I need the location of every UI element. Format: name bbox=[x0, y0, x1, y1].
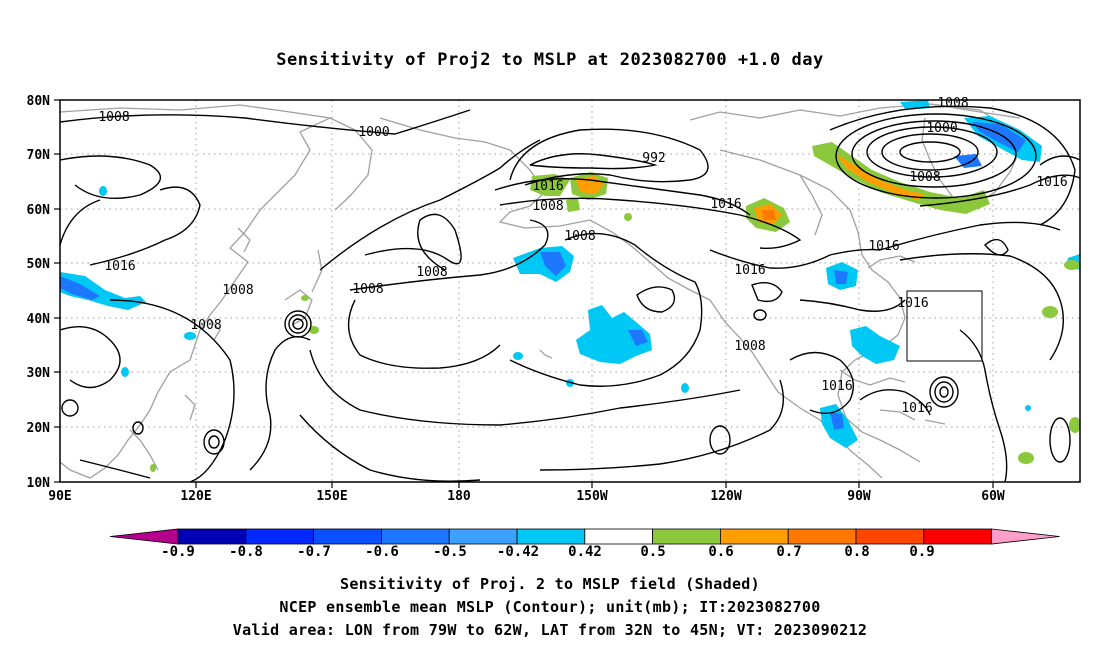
colorbar-arrow-left bbox=[109, 528, 179, 545]
colorbar-segment bbox=[855, 528, 925, 545]
contour-label: 1016 bbox=[710, 197, 741, 212]
lat-label: 70N bbox=[27, 148, 51, 163]
contour-label: 1016 bbox=[897, 296, 928, 311]
contour-label: 1016 bbox=[532, 179, 563, 194]
longitude-labels: 90E 120E 150E 180 150W 120W 90W 60W bbox=[48, 489, 1005, 504]
colorbar-segment bbox=[584, 528, 653, 545]
lon-label: 120W bbox=[710, 489, 741, 504]
lon-label: 90E bbox=[48, 489, 71, 504]
colorbar-segment bbox=[923, 528, 992, 545]
lon-label: 60W bbox=[981, 489, 1005, 504]
colorbar bbox=[109, 528, 1060, 545]
colorbar-label: 0.7 bbox=[776, 544, 801, 560]
caption-valid-area: Valid area: LON from 79W to 62W, LAT fro… bbox=[232, 621, 868, 639]
colorbar-segment bbox=[245, 528, 315, 545]
contour-label: 1008 bbox=[909, 170, 940, 185]
colorbar-label: 0.5 bbox=[640, 544, 665, 560]
contour-label: 1008 bbox=[352, 282, 383, 297]
colorbar-label: -0.5 bbox=[433, 544, 467, 560]
contour-label: 1008 bbox=[937, 96, 968, 111]
colorbar-label: 0.42 bbox=[568, 544, 602, 560]
lat-label: 30N bbox=[27, 366, 51, 381]
contour-label: 1008 bbox=[532, 199, 563, 214]
colorbar-label: -0.42 bbox=[497, 544, 539, 560]
lon-label: 120E bbox=[180, 489, 211, 504]
colorbar-label: -0.7 bbox=[297, 544, 331, 560]
lon-label: 180 bbox=[447, 489, 471, 504]
contour-label: 1016 bbox=[1036, 175, 1067, 190]
lon-label: 90W bbox=[847, 489, 871, 504]
valid-area-box bbox=[906, 290, 983, 362]
lat-label: 80N bbox=[27, 94, 51, 109]
lat-label: 20N bbox=[27, 421, 51, 436]
colorbar-label: -0.6 bbox=[365, 544, 399, 560]
contour-label: 1008 bbox=[190, 318, 221, 333]
caption-shading: Sensitivity of Proj. 2 to MSLP field (Sh… bbox=[340, 575, 760, 593]
mslp-contours bbox=[60, 105, 1080, 482]
colorbar-labels: -0.9 -0.8 -0.7 -0.6 -0.5 -0.42 0.42 0.5 … bbox=[161, 544, 935, 560]
contour-label: 1008 bbox=[222, 283, 253, 298]
contour-label: 1016 bbox=[901, 401, 932, 416]
contour-label: 1008 bbox=[98, 110, 129, 125]
colorbar-segment bbox=[380, 528, 450, 545]
contour-label: 1016 bbox=[821, 379, 852, 394]
colorbar-segment bbox=[787, 528, 857, 545]
lon-label: 150E bbox=[316, 489, 347, 504]
plot-frame bbox=[59, 99, 1081, 483]
colorbar-arrow-right bbox=[991, 528, 1060, 545]
map-title: Sensitivity of Proj2 to MSLP at 20230827… bbox=[276, 50, 824, 70]
colorbar-label: -0.9 bbox=[161, 544, 195, 560]
colorbar-segment bbox=[448, 528, 518, 545]
colorbar-segment bbox=[516, 528, 586, 545]
contour-label: 1008 bbox=[416, 265, 447, 280]
colorbar-segment bbox=[313, 528, 382, 545]
colorbar-label: -0.8 bbox=[229, 544, 263, 560]
axis-ticks bbox=[54, 99, 994, 488]
lat-label: 10N bbox=[27, 476, 51, 491]
lat-label: 40N bbox=[27, 312, 51, 327]
contour-label: 1008 bbox=[734, 339, 765, 354]
colorbar-segment bbox=[652, 528, 721, 545]
contour-label: 992 bbox=[642, 151, 665, 166]
lat-label: 50N bbox=[27, 257, 51, 272]
colorbar-label: 0.8 bbox=[844, 544, 869, 560]
sensitivity-map: 1008 1008 1000 1000 992 1008 1016 1016 1… bbox=[27, 94, 1081, 560]
contour-label: 1000 bbox=[926, 121, 957, 136]
contour-label: 1016 bbox=[868, 239, 899, 254]
lat-label: 60N bbox=[27, 203, 51, 218]
contour-label: 1000 bbox=[358, 125, 389, 140]
colorbar-segment bbox=[720, 528, 789, 545]
latitude-labels: 80N 70N 60N 50N 40N 30N 20N 10N bbox=[27, 94, 51, 491]
colorbar-label: 0.6 bbox=[708, 544, 733, 560]
contour-label: 1016 bbox=[734, 263, 765, 278]
colorbar-label: 0.9 bbox=[909, 544, 934, 560]
lon-label: 150W bbox=[576, 489, 607, 504]
caption-contour: NCEP ensemble mean MSLP (Contour); unit(… bbox=[279, 598, 821, 616]
contour-label: 1008 bbox=[564, 229, 595, 244]
colorbar-segment bbox=[177, 528, 247, 545]
contour-label: 1016 bbox=[104, 259, 135, 274]
